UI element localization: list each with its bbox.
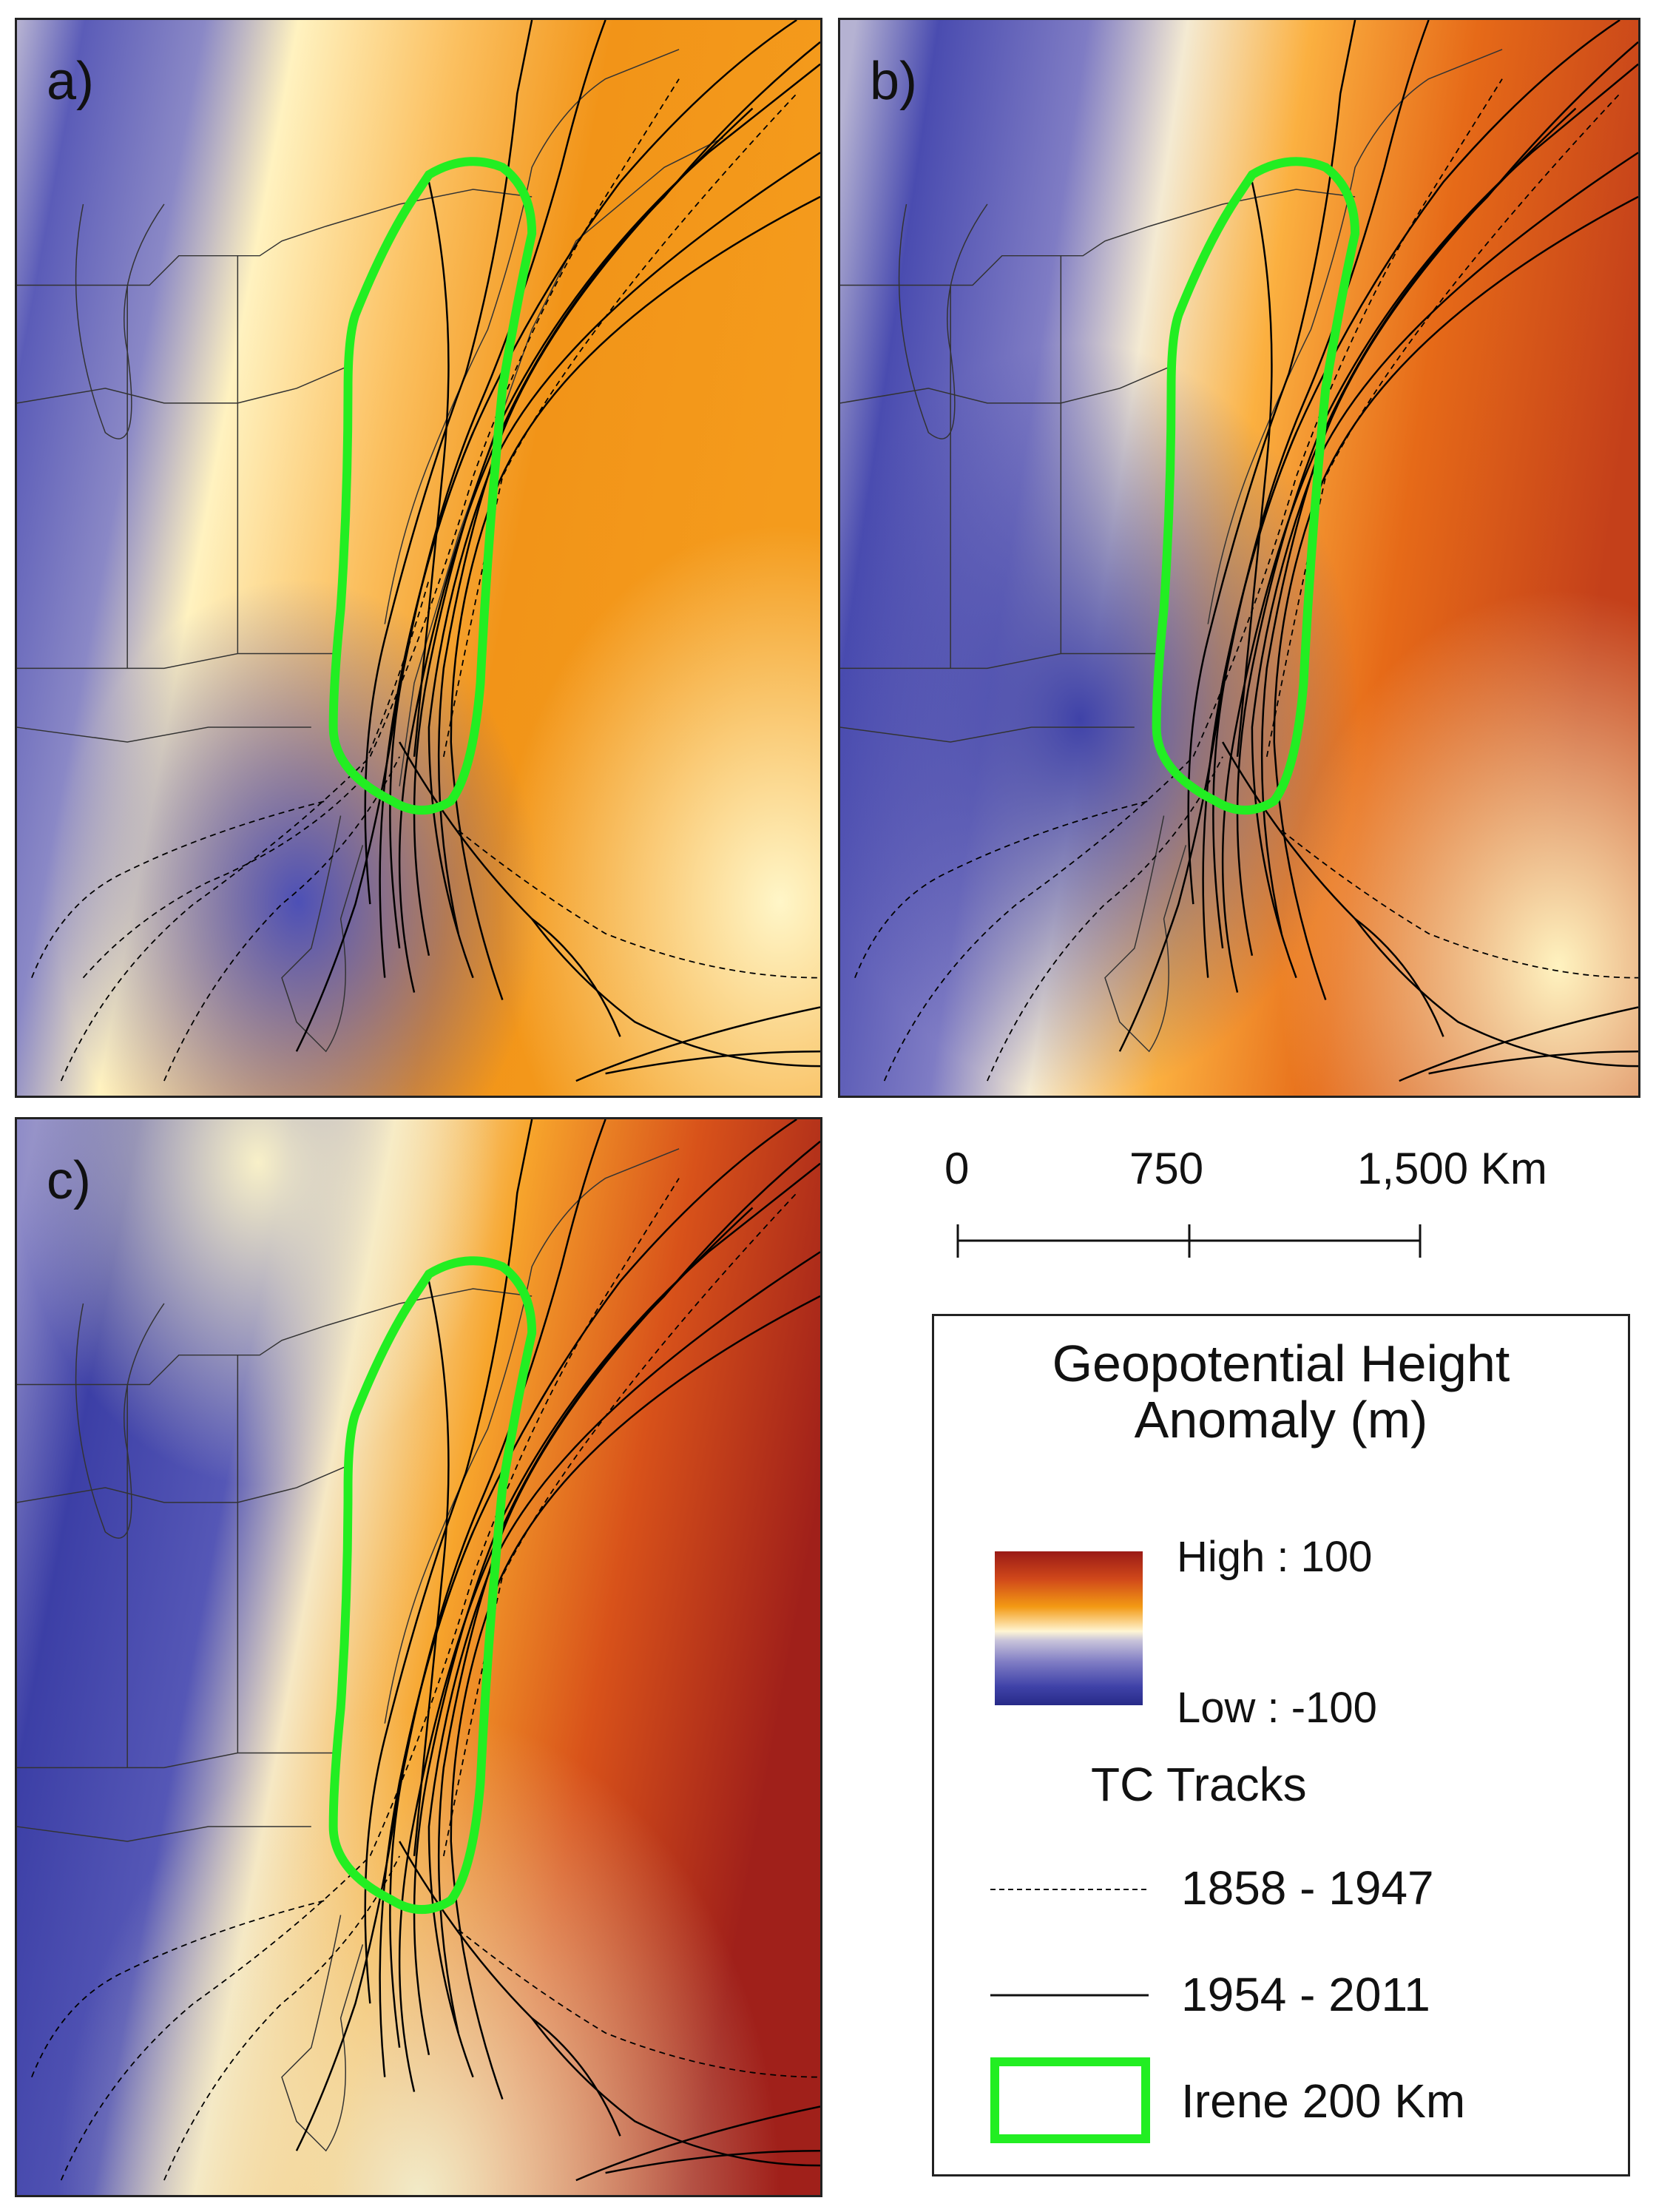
scale-tick-label-1500: 1,500 Km — [1357, 1144, 1547, 1193]
irene-buffer-c — [328, 1256, 537, 1915]
scale-bar-line — [956, 1224, 1422, 1258]
panel-label-c: c) — [47, 1151, 91, 1210]
legend-low-label: Low : -100 — [1177, 1684, 1377, 1732]
irene-buffer-b — [1152, 157, 1360, 815]
map-legend: Geopotential Height Anomaly (m) High : 1… — [932, 1314, 1630, 2176]
legend-high-label: High : 100 — [1177, 1533, 1373, 1581]
scale-bar: 0 750 1,500 Km — [921, 1143, 1616, 1284]
panel-label-b: b) — [870, 52, 918, 111]
map-panel-a: a) — [15, 18, 822, 1098]
legend-symbols — [990, 1889, 1150, 2143]
legend-irene-label: Irene 200 Km — [1181, 2074, 1466, 2128]
legend-title-line1: Geopotential Height — [1052, 1335, 1510, 1392]
anomaly-color-ramp — [995, 1551, 1143, 1705]
tracks-b — [854, 20, 1638, 1082]
legend-tracks-heading: TC Tracks — [1091, 1758, 1307, 1811]
legend-irene-swatch — [990, 2057, 1150, 2143]
anomaly-map-c — [17, 1119, 820, 2195]
coastlines-b — [840, 49, 1503, 1053]
irene-buffer-a — [328, 157, 537, 815]
coastlines-c — [17, 1148, 680, 2152]
coastlines-a — [17, 49, 724, 1053]
tracks-c — [31, 1119, 820, 2182]
legend-title-line2: Anomaly (m) — [1134, 1391, 1428, 1449]
legend-solid-label: 1954 - 2011 — [1181, 1968, 1430, 2021]
anomaly-map-a — [17, 20, 820, 1096]
map-panel-c: c) — [15, 1117, 822, 2197]
scale-tick-label-0: 0 — [944, 1144, 970, 1193]
legend-dashed-label: 1858 - 1947 — [1181, 1861, 1434, 1915]
scale-tick-label-750: 750 — [1129, 1144, 1204, 1193]
anomaly-map-b — [840, 20, 1638, 1096]
panel-label-a: a) — [47, 52, 95, 111]
map-panel-b: b) — [838, 18, 1640, 1098]
